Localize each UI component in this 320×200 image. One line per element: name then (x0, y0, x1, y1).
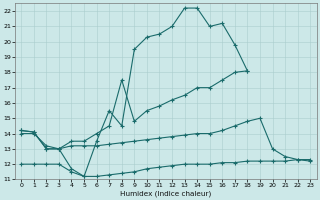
X-axis label: Humidex (Indice chaleur): Humidex (Indice chaleur) (120, 190, 212, 197)
